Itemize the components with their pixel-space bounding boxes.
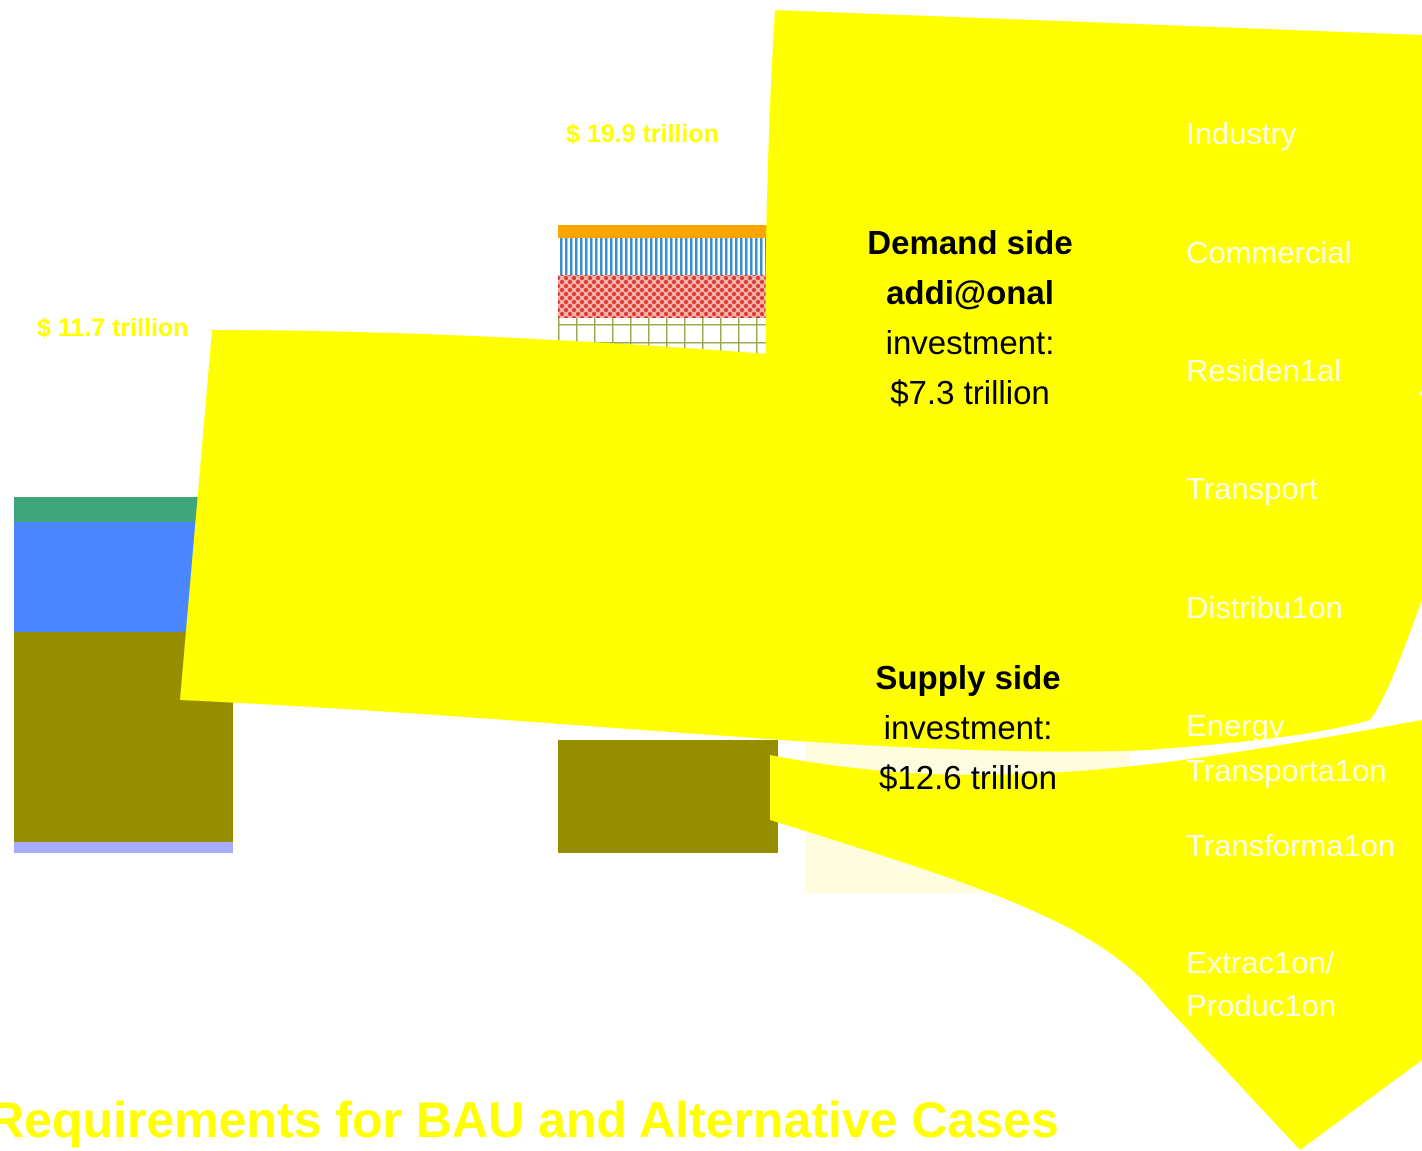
- legend-label: Transport: [1186, 471, 1318, 506]
- segment: [558, 275, 778, 318]
- alt-total: $ 19.9 trillion: [566, 120, 719, 148]
- callout-text: Demand side: [867, 224, 1072, 261]
- overlay-shape: [180, 330, 1422, 752]
- overlay-shape: [765, 10, 1422, 472]
- callout-text: $7.3 trillion: [890, 374, 1050, 411]
- legend-label: Extrac1on/: [1186, 945, 1335, 980]
- segment: [14, 842, 233, 853]
- legend-label: Transforma1on: [1186, 828, 1395, 863]
- callout-text: Supply side: [875, 659, 1060, 696]
- segment: [558, 740, 778, 853]
- segment: [558, 225, 778, 238]
- legend-label: Transporta1on: [1186, 753, 1386, 788]
- overlay-shape: [770, 720, 1422, 1150]
- callout-text: $12.6 trillion: [879, 759, 1057, 796]
- callout-text: addi@onal: [886, 274, 1054, 311]
- legend-label: Commercial: [1186, 235, 1351, 270]
- callout-text: investment:: [884, 709, 1053, 746]
- legend-label: Produc1on: [1186, 988, 1336, 1023]
- bau-total: $ 11.7 trillion: [37, 314, 188, 342]
- legend: Industry Commercial Residen1al Transport…: [1186, 116, 1395, 1023]
- legend-label: Energy: [1186, 708, 1285, 743]
- legend-label: Distribu1on: [1186, 590, 1343, 625]
- callout-text: investment:: [886, 324, 1055, 361]
- slide-title: Requirements for BAU and Alternative Cas…: [0, 1092, 1059, 1148]
- legend-label: Residen1al: [1186, 353, 1341, 388]
- segment: [558, 238, 778, 275]
- legend-label: Industry: [1186, 116, 1297, 151]
